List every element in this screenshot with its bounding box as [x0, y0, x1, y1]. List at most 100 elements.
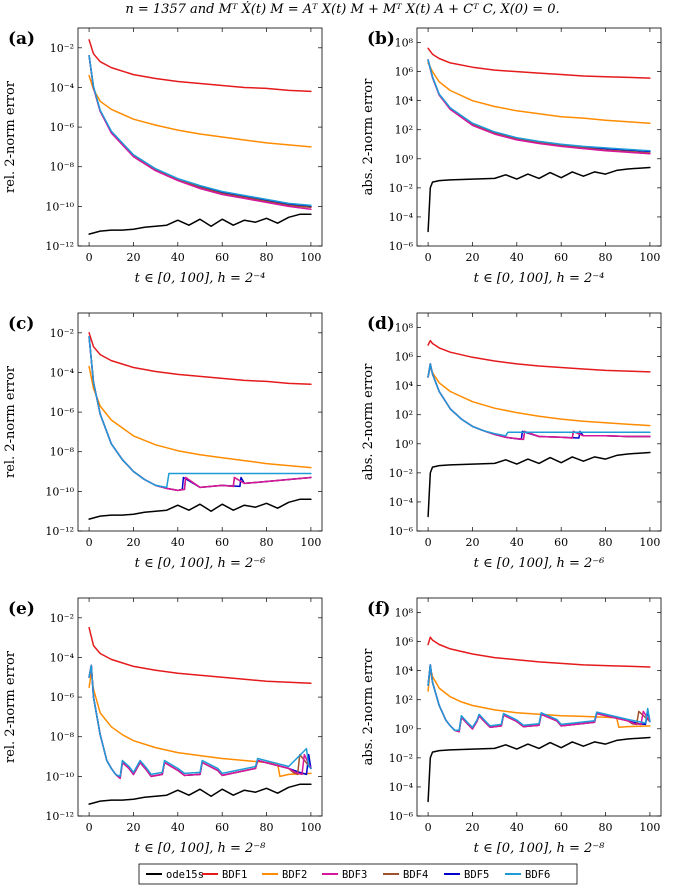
axes-frame: [77, 597, 323, 817]
y-tick-label: 10⁻¹²: [45, 525, 74, 538]
series-group: [88, 332, 312, 520]
legend-box: [138, 863, 578, 885]
y-tick-label: 10⁰: [395, 723, 414, 736]
x-axis-label: t ∈ [0, 100], h = 2⁻⁶: [135, 556, 266, 571]
y-tick-label: 10⁻⁸: [50, 161, 75, 174]
x-tick-label: 20: [126, 251, 140, 264]
series-line-ode15s: [427, 166, 651, 233]
panel-label: (f): [367, 599, 390, 619]
panel-label: (b): [367, 29, 395, 49]
x-tick-label: 20: [465, 251, 479, 264]
x-tick-label: 100: [639, 536, 660, 549]
y-tick-label: 10⁻⁴: [50, 81, 75, 94]
x-axis-label: t ∈ [0, 100], h = 2⁻⁸: [135, 841, 267, 856]
series-line-bdf4: [88, 336, 312, 492]
y-tick-label: 10²: [395, 409, 413, 422]
series-group: [88, 39, 312, 235]
x-tick-label: 60: [215, 821, 229, 834]
y-axis-label: rel. 2-norm error: [3, 80, 18, 193]
series-line-bdf6: [88, 54, 312, 207]
series-line-bdf2: [427, 366, 651, 427]
y-axis-label: abs. 2-norm error: [361, 648, 376, 765]
panel-d: (d) 10⁻⁶ 10⁻⁴ 10⁻² 10⁰ 10² 10⁴ 10⁶ 10⁸ 0 20 40 60 80 1…: [361, 312, 662, 571]
y-tick-label: 10⁻⁴: [389, 211, 414, 224]
y-tick-label: 10⁻⁶: [389, 240, 414, 253]
series-line-bdf5: [88, 336, 312, 492]
series-line-bdf3: [427, 363, 651, 441]
y-tick-label: 10⁻¹²: [45, 240, 74, 253]
y-tick-label: 10⁻⁶: [389, 525, 414, 538]
x-tick-label: 80: [599, 536, 613, 549]
series-line-bdf2: [88, 365, 312, 469]
y-tick-label: 10⁴: [395, 95, 414, 108]
series-line-bdf2: [88, 672, 312, 778]
y-tick-label: 10⁻¹⁰: [45, 200, 74, 213]
legend-label-bdf5: BDF5: [464, 869, 489, 881]
series-group: [427, 47, 651, 233]
series-line-bdf5: [427, 363, 651, 441]
x-tick-label: 100: [300, 251, 321, 264]
series-line-bdf6: [88, 336, 312, 489]
x-tick-label: 40: [171, 251, 185, 264]
figure-title: n = 1357 and Mᵀ Ẋ(t) M = Aᵀ X(t) M + Mᵀ …: [125, 2, 560, 17]
y-tick-label: 10⁻⁴: [50, 366, 75, 379]
series-line-bdf1: [88, 626, 312, 684]
x-tick-label: 100: [300, 821, 321, 834]
x-tick-label: 80: [260, 536, 274, 549]
series-group: [88, 626, 312, 805]
x-tick-label: 20: [465, 536, 479, 549]
legend-label-bdf2: BDF2: [282, 869, 307, 881]
y-tick-label: 10⁻¹⁰: [45, 770, 74, 783]
series-line-bdf1: [427, 47, 651, 79]
legend-label-bdf6: BDF6: [525, 869, 550, 881]
y-tick-label: 10⁻⁴: [389, 781, 414, 794]
x-tick-label: 100: [300, 536, 321, 549]
x-tick-label: 40: [171, 536, 185, 549]
series-line-ode15s: [88, 213, 312, 235]
y-tick-label: 10⁰: [395, 438, 414, 451]
x-tick-label: 40: [510, 251, 524, 264]
axes-frame: [416, 27, 662, 247]
x-tick-label: 0: [425, 251, 432, 264]
series-line-bdf1: [427, 339, 651, 373]
series-line-ode15s: [427, 451, 651, 518]
y-tick-label: 10²: [395, 694, 413, 707]
x-tick-label: 60: [554, 821, 568, 834]
series-line-bdf5: [88, 54, 312, 208]
legend-label-bdf1: BDF1: [222, 869, 247, 881]
series-line-bdf4: [88, 54, 312, 209]
x-tick-label: 80: [599, 251, 613, 264]
series-line-bdf2: [427, 667, 651, 729]
series-line-bdf4: [427, 59, 651, 154]
series-line-bdf2: [88, 74, 312, 148]
series-line-bdf4: [427, 363, 651, 441]
y-tick-label: 10⁻²: [389, 182, 413, 195]
panel-label: (a): [8, 29, 35, 49]
axes-frame: [77, 27, 323, 247]
panel-b: (b) 10⁻⁶ 10⁻⁴ 10⁻² 10⁰ 10² 10⁴ 10⁶ 10⁸ 0 20 40 60 80 1…: [361, 27, 662, 286]
y-tick-label: 10⁻¹²: [45, 810, 74, 823]
x-tick-label: 20: [126, 536, 140, 549]
x-tick-label: 40: [510, 821, 524, 834]
axes-frame: [416, 312, 662, 532]
panel-f: (f) 10⁻⁶ 10⁻⁴ 10⁻² 10⁰ 10² 10⁴ 10⁶ 10⁸ 0 20 40 60 80 1…: [361, 597, 662, 856]
y-axis-label: rel. 2-norm error: [3, 365, 18, 478]
y-axis-label: abs. 2-norm error: [361, 78, 376, 195]
series-line-bdf1: [427, 636, 651, 668]
x-tick-label: 0: [86, 536, 93, 549]
axes-frame: [77, 312, 323, 532]
y-tick-label: 10⁻²: [50, 42, 74, 55]
y-tick-label: 10⁻⁴: [50, 651, 75, 664]
y-tick-label: 10⁻¹⁰: [45, 485, 74, 498]
x-tick-label: 20: [465, 821, 479, 834]
x-axis-label: t ∈ [0, 100], h = 2⁻⁶: [474, 556, 605, 571]
legend-label-ode15s: ode15s: [166, 869, 204, 881]
y-tick-label: 10⁶: [395, 636, 414, 649]
x-tick-label: 100: [639, 251, 660, 264]
x-tick-label: 80: [260, 821, 274, 834]
series-group: [427, 636, 651, 803]
series-line-bdf3: [88, 336, 312, 492]
legend-label-bdf3: BDF3: [342, 869, 367, 881]
y-tick-label: 10⁻⁶: [50, 691, 75, 704]
